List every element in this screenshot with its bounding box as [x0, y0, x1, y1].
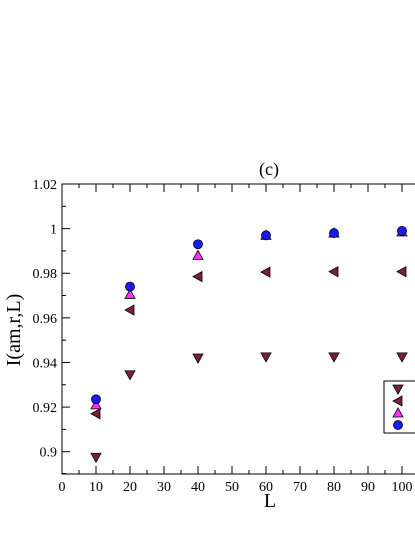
- chart-title: (c): [259, 159, 279, 180]
- data-point-series-4: [397, 225, 407, 236]
- y-tick-label: 0.9: [40, 446, 58, 461]
- data-point-series-1: [90, 452, 102, 464]
- data-point-series-1: [192, 353, 204, 364]
- y-tick-label: 1.02: [33, 178, 58, 193]
- data-point-series-1: [328, 352, 340, 363]
- y-axis: 0.9 0.92 0.94 0.96 0.98 1 1.02: [33, 178, 70, 474]
- legend-marker-series-2: [392, 395, 403, 407]
- data-point-series-1: [124, 370, 136, 381]
- data-point-series-4: [329, 228, 339, 238]
- data-point-series-4: [91, 394, 101, 405]
- x-tick-label: 80: [327, 480, 341, 495]
- data-point-series-2: [396, 265, 407, 278]
- data-point-series-4: [193, 239, 203, 250]
- data-point-series-2: [124, 304, 135, 316]
- legend-marker-series-4: [393, 420, 403, 430]
- data-point-series-2: [260, 266, 271, 278]
- y-axis-title: I(am,r,L): [3, 294, 25, 367]
- data-point-series-4: [125, 281, 135, 292]
- x-tick-label: 100: [392, 480, 413, 495]
- legend-marker-series-1: [392, 384, 404, 395]
- x-tick-label: 30: [157, 480, 171, 495]
- data-point-series-3: [124, 288, 136, 299]
- data-points: [90, 225, 408, 464]
- x-tick-label: 90: [361, 480, 375, 495]
- data-point-series-3: [192, 249, 204, 260]
- x-tick-label: 70: [293, 480, 307, 495]
- data-point-series-2: [192, 270, 203, 283]
- data-point-series-4: [261, 230, 271, 241]
- data-point-series-1: [396, 352, 408, 363]
- data-point-series-1: [260, 352, 272, 363]
- y-tick-label: 0.98: [33, 267, 58, 282]
- y-tick-label: 0.94: [33, 356, 58, 371]
- x-axis: 0 10 20 30 40 50 60 70 80 90 100: [59, 184, 413, 495]
- plot-border: [61, 183, 415, 475]
- x-tick-label: 50: [225, 480, 239, 495]
- y-tick-label: 0.92: [33, 401, 58, 416]
- x-tick-label: 40: [191, 480, 205, 495]
- legend-marker-series-3: [392, 407, 404, 418]
- data-point-series-3: [90, 399, 102, 410]
- data-point-series-2: [328, 265, 339, 278]
- legend: [383, 380, 415, 434]
- x-axis-title: L: [264, 490, 276, 512]
- x-tick-label: 0: [59, 480, 66, 495]
- x-tick-label: 20: [123, 480, 137, 495]
- y-tick-label: 1: [50, 223, 57, 238]
- x-tick-label: 10: [89, 480, 103, 495]
- data-point-series-2: [90, 408, 101, 420]
- plot-area: [61, 183, 415, 475]
- x-tick-label: 60: [259, 480, 273, 495]
- y-tick-label: 0.96: [33, 312, 58, 327]
